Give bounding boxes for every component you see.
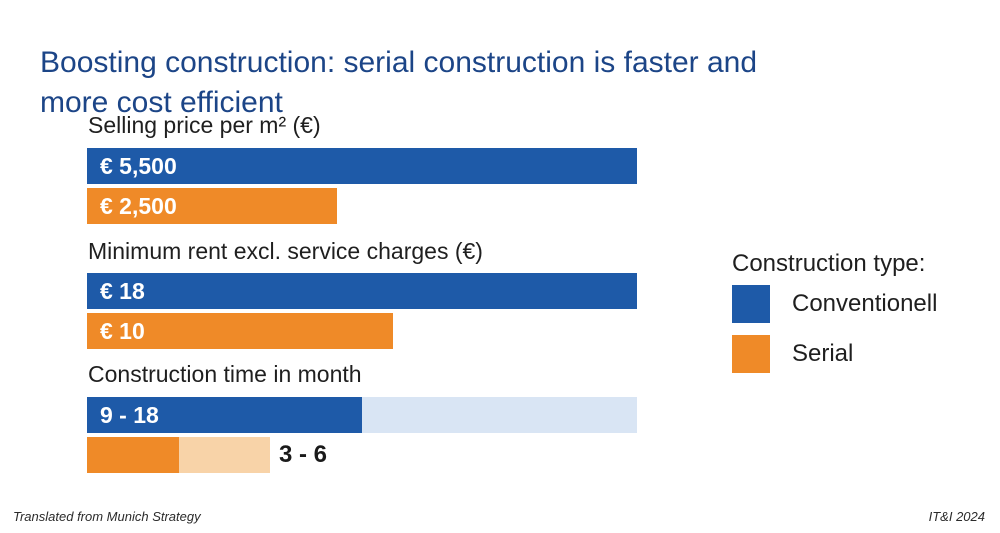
page-title-line-2: more cost efficient bbox=[40, 86, 283, 120]
bar-minimum-rent-serial: € 10 bbox=[87, 313, 393, 349]
page-title: Boosting construction: serial constructi… bbox=[40, 43, 757, 123]
bar-value-minimum-rent-conventional: € 18 bbox=[100, 278, 145, 304]
group-label-selling-price: Selling price per m² (€) bbox=[88, 112, 321, 138]
bar-selling-price-serial: € 2,500 bbox=[87, 188, 337, 224]
bar-construction-time-serial-range-extension bbox=[179, 437, 270, 473]
legend-title: Construction type: bbox=[732, 250, 926, 277]
bar-value-selling-price-serial: € 2,500 bbox=[100, 193, 177, 219]
bar-value-construction-time-serial: 3 - 6 bbox=[279, 441, 328, 468]
bar-construction-time-conventional: 9 - 18 bbox=[87, 397, 362, 433]
footer-source-note: Translated from Munich Strategy bbox=[13, 509, 201, 524]
footer-publication-note: IT&I 2024 bbox=[928, 509, 985, 524]
bar-value-minimum-rent-serial: € 10 bbox=[100, 318, 145, 344]
legend-swatch-serial-icon bbox=[732, 335, 770, 373]
bar-value-construction-time-conventional: 9 - 18 bbox=[100, 402, 159, 428]
legend-label-conventional: Conventionell bbox=[792, 290, 938, 317]
bar-value-selling-price-conventional: € 5,500 bbox=[100, 153, 177, 179]
bar-construction-time-conventional-range-extension bbox=[362, 397, 637, 433]
bar-minimum-rent-conventional: € 18 bbox=[87, 273, 637, 309]
legend-label-serial: Serial bbox=[792, 340, 854, 367]
page-title-line-1: Boosting construction: serial constructi… bbox=[40, 46, 758, 80]
bar-construction-time-serial bbox=[87, 437, 179, 473]
bar-selling-price-conventional: € 5,500 bbox=[87, 148, 637, 184]
group-label-construction-time: Construction time in month bbox=[88, 361, 362, 387]
legend-swatch-conventional-icon bbox=[732, 285, 770, 323]
group-label-minimum-rent: Minimum rent excl. service charges (€) bbox=[88, 238, 483, 264]
